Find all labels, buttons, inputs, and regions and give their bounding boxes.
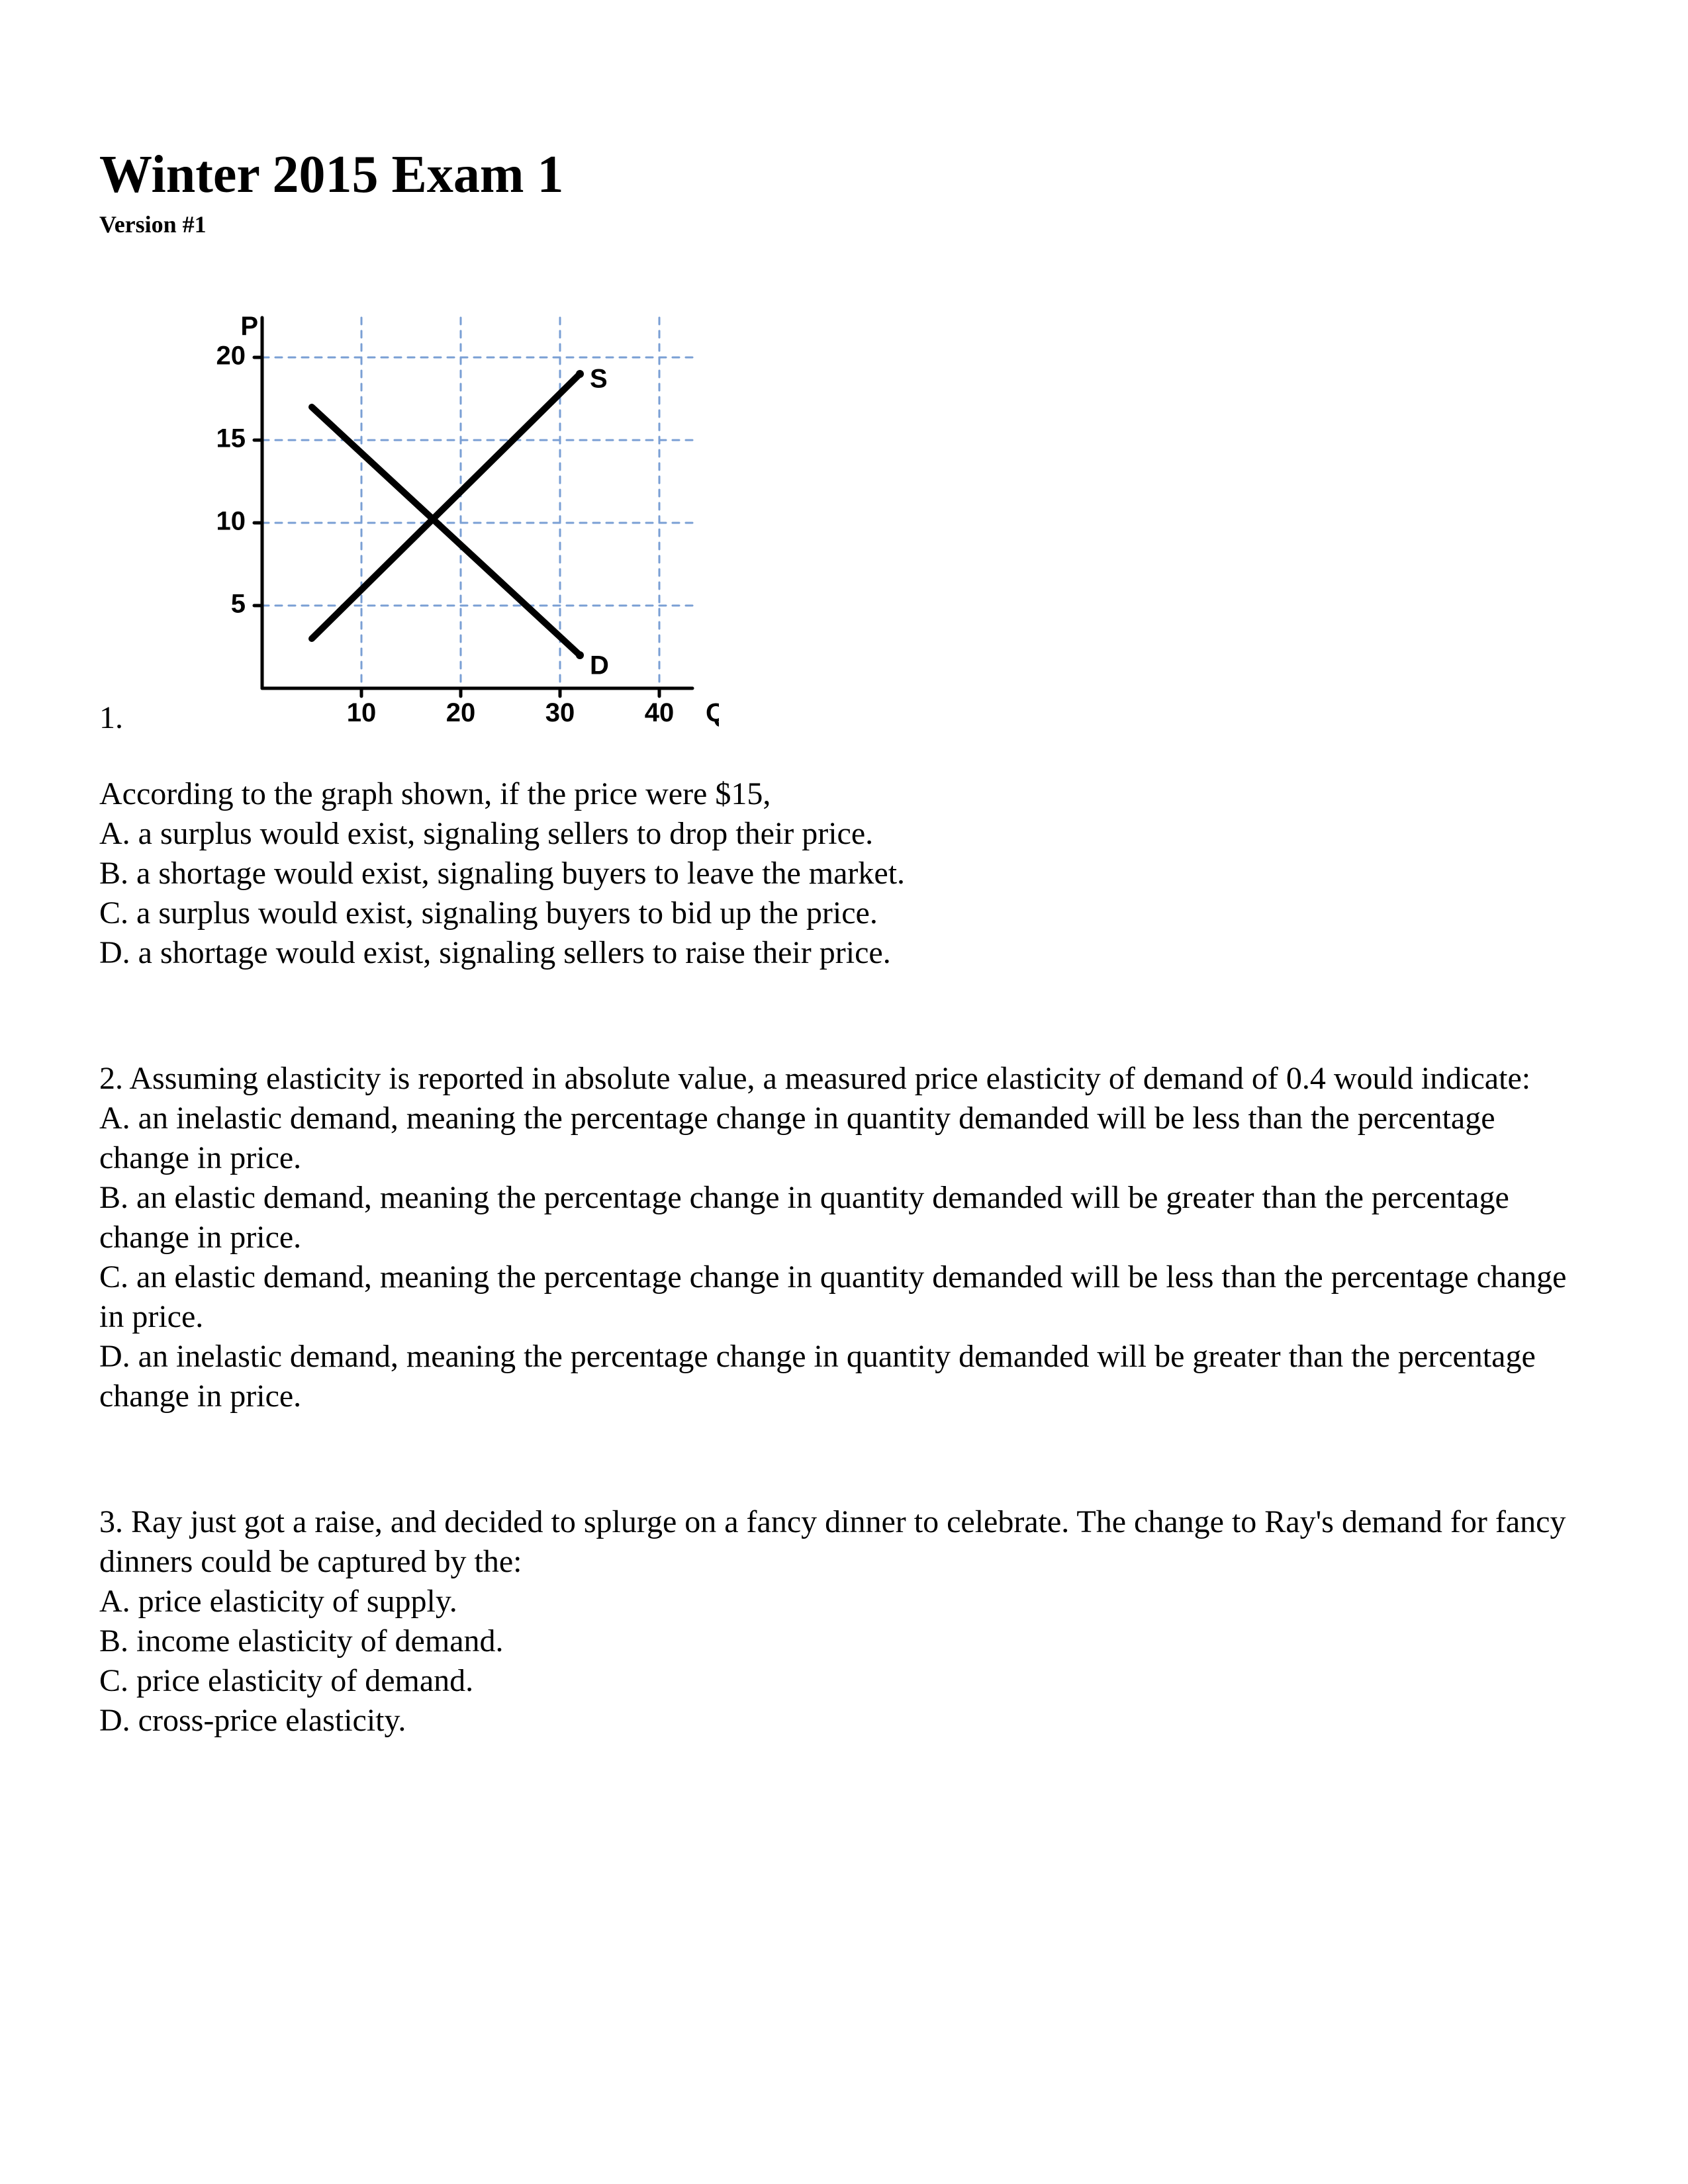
svg-text:10: 10: [216, 507, 246, 536]
svg-text:20: 20: [446, 698, 476, 727]
svg-text:Q: Q: [706, 698, 719, 727]
svg-text:P: P: [240, 312, 258, 341]
question-3-stem: 3. Ray just got a raise, and decided to …: [99, 1502, 1589, 1582]
question-3-option-b: B. income elasticity of demand.: [99, 1621, 1589, 1661]
question-2-option-a: A. an inelastic demand, meaning the perc…: [99, 1099, 1589, 1178]
question-3-option-d: D. cross-price elasticity.: [99, 1701, 1589, 1741]
question-1-graph-row: 1. 5 10 15 20 10 20 30 40 P Q S D: [99, 291, 1589, 741]
question-1-stem: According to the graph shown, if the pri…: [99, 774, 1589, 814]
question-1-number: 1.: [99, 700, 123, 741]
exam-page: Winter 2015 Exam 1 Version #1 1. 5 10 15 20…: [0, 0, 1688, 1741]
question-1: According to the graph shown, if the pri…: [99, 774, 1589, 973]
question-1-option-c: C. a surplus would exist, signaling buye…: [99, 893, 1589, 933]
svg-text:40: 40: [645, 698, 675, 727]
question-2-option-b: B. an elastic demand, meaning the percen…: [99, 1178, 1589, 1257]
svg-text:D: D: [590, 651, 609, 680]
question-2: 2. Assuming elasticity is reported in ab…: [99, 1059, 1589, 1416]
svg-text:5: 5: [231, 590, 246, 619]
svg-text:15: 15: [216, 424, 246, 453]
svg-text:S: S: [590, 365, 608, 394]
question-1-option-b: B. a shortage would exist, signaling buy…: [99, 854, 1589, 893]
svg-text:10: 10: [347, 698, 377, 727]
svg-text:30: 30: [545, 698, 575, 727]
question-3-option-a: A. price elasticity of supply.: [99, 1582, 1589, 1621]
question-3-option-c: C. price elasticity of demand.: [99, 1661, 1589, 1701]
svg-text:20: 20: [216, 341, 246, 371]
version-label: Version #1: [99, 210, 1589, 238]
question-3: 3. Ray just got a raise, and decided to …: [99, 1502, 1589, 1741]
question-2-option-c: C. an elastic demand, meaning the percen…: [99, 1257, 1589, 1337]
question-2-stem: 2. Assuming elasticity is reported in ab…: [99, 1059, 1589, 1099]
supply-demand-graph: 5 10 15 20 10 20 30 40 P Q S D: [136, 291, 719, 741]
question-1-option-a: A. a surplus would exist, signaling sell…: [99, 814, 1589, 854]
page-title: Winter 2015 Exam 1: [99, 146, 1589, 204]
question-1-option-d: D. a shortage would exist, signaling sel…: [99, 933, 1589, 973]
question-2-option-d: D. an inelastic demand, meaning the perc…: [99, 1337, 1589, 1416]
